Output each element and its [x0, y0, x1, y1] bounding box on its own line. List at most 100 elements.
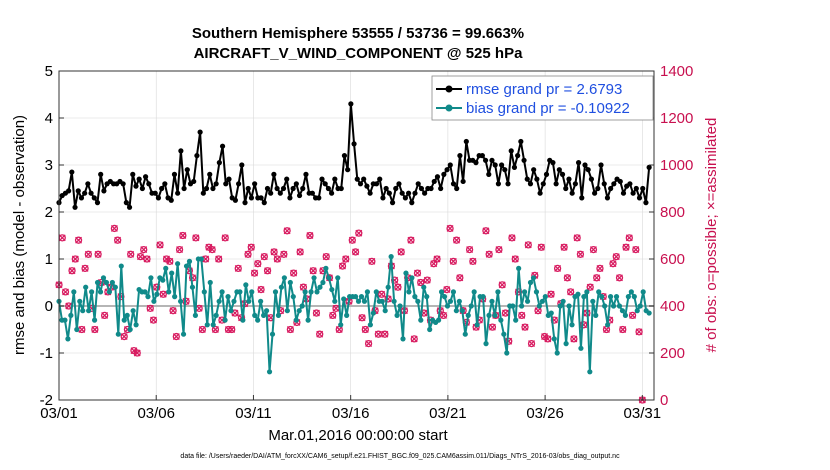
obs-count-marker: [534, 307, 542, 315]
rmse-point: [630, 190, 636, 196]
x-axis-ticks: 03/01 03/06 03/11 03/16 03/21 03/26 03/31: [40, 395, 661, 422]
bias-point: [74, 326, 80, 333]
rmse-point: [431, 178, 437, 185]
obs-count-marker: [71, 255, 79, 263]
bias-point: [554, 350, 560, 356]
y2-tick-label: 1200: [660, 110, 693, 127]
bias-point: [474, 322, 480, 328]
legend: rmse grand pr = 2.6793 bias grand pr = -…: [431, 75, 654, 121]
y2-tick-label: 1400: [660, 63, 693, 80]
bias-point: [421, 284, 427, 290]
bias-point: [403, 270, 409, 276]
bias-point: [551, 336, 557, 342]
rmse-point: [338, 185, 344, 192]
obs-count-marker: [364, 339, 373, 348]
bias-point: [142, 289, 148, 295]
bias-point: [361, 298, 368, 304]
bias-point: [513, 317, 519, 323]
rmse-point: [213, 181, 219, 187]
bias-point: [287, 279, 293, 286]
rmse-point: [142, 174, 149, 180]
rmse-point: [332, 176, 338, 182]
bias-point: [154, 291, 160, 297]
obs-count-marker: [498, 281, 506, 289]
obs-count-marker: [175, 245, 184, 254]
bias-point: [536, 303, 543, 309]
rmse-point: [515, 153, 521, 159]
bias-point: [524, 298, 531, 304]
y-tick-label: 2: [45, 204, 53, 221]
obs-count-marker: [348, 236, 356, 244]
rmse-point: [534, 176, 540, 182]
bias-point: [631, 294, 637, 300]
obs-count-marker: [146, 304, 154, 313]
rmse-point: [495, 181, 501, 187]
obs-count-marker: [244, 250, 252, 258]
rmse-point: [402, 195, 408, 201]
obs-count-marker: [228, 325, 236, 334]
rmse-point: [290, 185, 296, 192]
obs-count-marker: [94, 250, 102, 258]
bias-point: [169, 270, 175, 276]
obs-count-marker: [283, 227, 291, 235]
rmse-point: [325, 185, 332, 192]
bias-point: [192, 312, 199, 318]
obs-count-marker: [166, 257, 174, 266]
obs-count-marker: [74, 236, 83, 244]
bias-point: [204, 322, 210, 328]
obs-count-marker: [602, 325, 611, 334]
legend-rmse-marker: [445, 85, 453, 93]
bias-point: [172, 294, 178, 300]
rmse-point: [473, 160, 479, 166]
rmse-point: [341, 153, 348, 159]
bias-point: [590, 298, 596, 304]
x-axis-label: Mar.01,2016 00:00:00 start: [268, 427, 448, 444]
bias-point: [272, 289, 279, 295]
bias-point: [610, 303, 617, 309]
rmse-point: [155, 195, 162, 201]
obs-count-marker: [524, 241, 532, 249]
y2-tick-label: 800: [660, 204, 685, 221]
obs-count-marker: [508, 234, 516, 242]
obs-count-marker: [250, 269, 259, 277]
bias-point: [121, 317, 127, 323]
obs-count-marker: [114, 236, 122, 244]
bias-point: [504, 350, 510, 356]
obs-count-marker: [625, 234, 633, 242]
bias-point: [382, 308, 388, 314]
bias-point: [607, 294, 614, 300]
bias-point: [593, 312, 599, 318]
rmse-point: [502, 167, 508, 173]
rmse-point: [82, 190, 88, 196]
obs-count-marker: [593, 274, 601, 282]
obs-count-marker: [280, 250, 288, 258]
bias-point: [406, 289, 412, 295]
rmse-point: [329, 190, 335, 196]
bias-line: [58, 255, 650, 373]
rmse-point: [492, 162, 498, 168]
bias-point: [602, 303, 608, 309]
rmse-point: [608, 185, 614, 192]
rmse-point: [219, 143, 226, 149]
bias-point: [516, 265, 522, 271]
obs-count-marker: [127, 250, 135, 258]
rmse-point: [268, 190, 274, 196]
bias-point: [438, 289, 445, 295]
rmse-point: [130, 171, 136, 177]
bias-point: [278, 284, 285, 290]
obs-count-marker: [465, 245, 474, 254]
bias-point: [409, 275, 415, 281]
rmse-point: [460, 178, 466, 185]
obs-count-marker: [377, 290, 386, 298]
bias-point: [62, 317, 68, 323]
bias-point: [323, 265, 329, 271]
series-group: [56, 101, 652, 375]
rmse-point: [511, 164, 518, 170]
bias-point: [480, 294, 486, 300]
rmse-point: [418, 185, 425, 192]
rmse-point: [146, 181, 152, 187]
rmse-point: [88, 190, 94, 196]
rmse-point: [582, 162, 588, 168]
obs-count-marker: [309, 267, 317, 275]
bias-point: [628, 289, 634, 295]
